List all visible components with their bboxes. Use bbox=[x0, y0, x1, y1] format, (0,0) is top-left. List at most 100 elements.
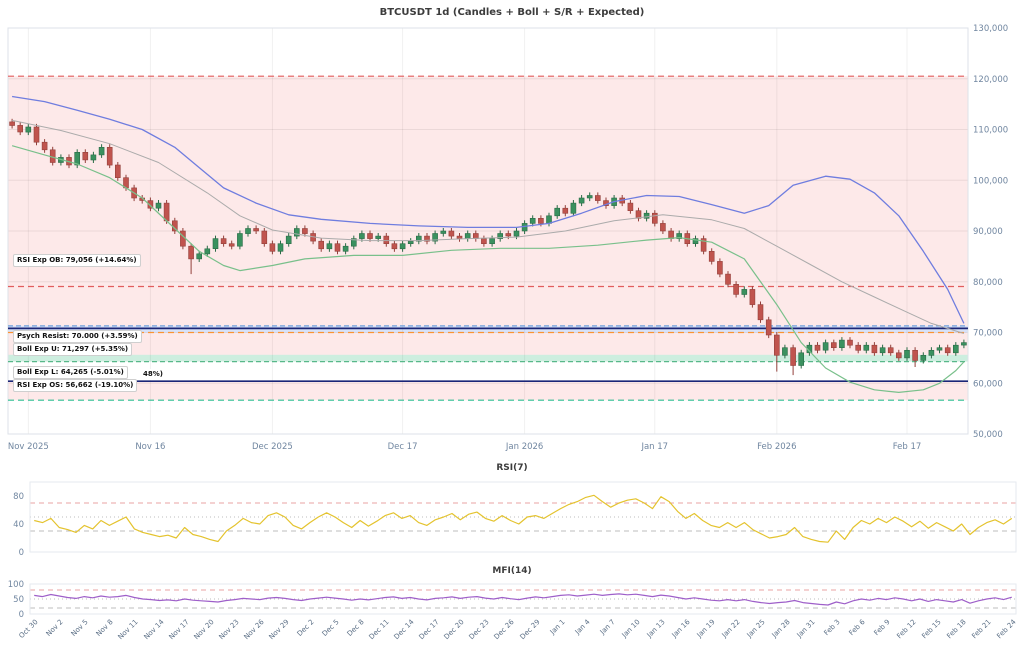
candle-body bbox=[188, 245, 194, 260]
candle-body bbox=[757, 304, 764, 321]
candle-body bbox=[871, 344, 878, 354]
candle-body bbox=[261, 230, 268, 244]
candle-body bbox=[717, 261, 723, 275]
y-axis-tick-label: 110,000 bbox=[973, 126, 1008, 136]
candle-body bbox=[895, 352, 902, 359]
candle-body bbox=[839, 339, 845, 349]
candle-body bbox=[952, 344, 959, 354]
candle-body bbox=[765, 319, 772, 336]
rsi-plot-frame bbox=[29, 481, 1017, 553]
candle-body bbox=[586, 195, 593, 199]
y-axis-tick-label: 90,000 bbox=[973, 227, 1003, 237]
plot-frame bbox=[7, 27, 969, 435]
candle-body bbox=[147, 200, 154, 209]
candle-body bbox=[936, 347, 943, 351]
boll-mid-line bbox=[11, 119, 965, 334]
candle-body bbox=[212, 238, 219, 250]
candle-body bbox=[220, 238, 227, 245]
x-axis-tick-label: Jan 17 bbox=[640, 442, 668, 452]
candle-body bbox=[155, 202, 162, 209]
candle-body bbox=[196, 253, 202, 260]
candle-body bbox=[944, 347, 951, 354]
candle-body bbox=[359, 233, 365, 239]
candle-body bbox=[415, 235, 422, 242]
candle-body bbox=[33, 126, 40, 143]
candle-body bbox=[725, 273, 731, 285]
boll-lower-line bbox=[11, 145, 965, 393]
candle-body bbox=[749, 289, 756, 305]
x-axis-tick-label: Dec 17 bbox=[388, 442, 418, 452]
candle-body bbox=[708, 251, 715, 262]
candle-body bbox=[318, 240, 325, 250]
candle-body bbox=[773, 334, 780, 356]
expected-band bbox=[8, 76, 968, 326]
rsi-line bbox=[34, 494, 1013, 543]
candle-body bbox=[562, 207, 569, 214]
candle-body bbox=[912, 349, 918, 361]
y-axis-tick-label: 50,000 bbox=[973, 430, 1003, 440]
candle-body bbox=[391, 243, 398, 250]
candle-body bbox=[692, 238, 699, 245]
candle-body bbox=[554, 207, 561, 217]
candle-body bbox=[538, 218, 544, 224]
candle-body bbox=[204, 248, 211, 255]
candle-body bbox=[855, 344, 862, 351]
candle-body bbox=[302, 228, 308, 234]
candle-body bbox=[106, 147, 113, 166]
candle-body bbox=[627, 202, 634, 212]
x-axis-tick-label: Nov 16 bbox=[135, 442, 165, 452]
candle-body bbox=[228, 243, 235, 247]
candle-body bbox=[798, 352, 805, 366]
candle-body bbox=[814, 344, 821, 351]
mfi-y-tick-label: 100 bbox=[8, 580, 24, 590]
candle-body bbox=[887, 347, 894, 354]
candle-body bbox=[904, 349, 910, 359]
candle-body bbox=[529, 218, 536, 224]
x-axis-tick-label: Dec 2025 bbox=[252, 442, 293, 452]
candle-body bbox=[350, 238, 357, 247]
candle-body bbox=[822, 342, 829, 351]
candle-body bbox=[293, 228, 300, 237]
rsi-y-tick-label: 40 bbox=[13, 520, 24, 530]
expected-band bbox=[8, 381, 968, 401]
candle-body bbox=[17, 125, 24, 133]
candle-body bbox=[505, 233, 512, 237]
candle-body bbox=[879, 347, 886, 354]
candle-body bbox=[790, 347, 796, 366]
candle-body bbox=[98, 147, 105, 156]
candle-body bbox=[464, 233, 471, 239]
candle-body bbox=[367, 233, 373, 239]
candle-body bbox=[90, 154, 97, 161]
y-axis-tick-label: 130,000 bbox=[973, 24, 1008, 34]
candle-body bbox=[9, 121, 15, 126]
candle-body bbox=[578, 197, 585, 204]
candle-body bbox=[237, 233, 243, 247]
candle-body bbox=[269, 243, 276, 252]
candle-body bbox=[163, 202, 170, 222]
candle-body bbox=[25, 126, 32, 133]
expected-band bbox=[8, 354, 968, 362]
candle-body bbox=[928, 349, 935, 356]
y-axis-tick-label: 120,000 bbox=[973, 75, 1008, 85]
candle-body bbox=[497, 233, 504, 239]
candle-body bbox=[676, 233, 683, 239]
candle-body bbox=[481, 238, 487, 245]
x-axis-tick-label: Nov 2025 bbox=[8, 442, 49, 452]
candle-body bbox=[456, 235, 463, 239]
candle-body bbox=[375, 235, 382, 239]
mfi-line bbox=[34, 593, 1012, 606]
candle-body bbox=[668, 230, 674, 239]
candle-body bbox=[41, 141, 48, 151]
y-axis-tick-label: 80,000 bbox=[973, 278, 1003, 288]
y-axis-tick-label: 60,000 bbox=[973, 379, 1003, 389]
mfi-y-tick-label: 50 bbox=[13, 595, 24, 605]
x-axis-tick-label: Feb 17 bbox=[893, 442, 922, 452]
candle-body bbox=[115, 164, 121, 178]
expected-band bbox=[8, 332, 968, 355]
x-axis-tick-label: Jan 2026 bbox=[505, 442, 543, 452]
candle-body bbox=[651, 212, 658, 224]
candle-body bbox=[863, 344, 870, 351]
candle-body bbox=[733, 283, 739, 295]
